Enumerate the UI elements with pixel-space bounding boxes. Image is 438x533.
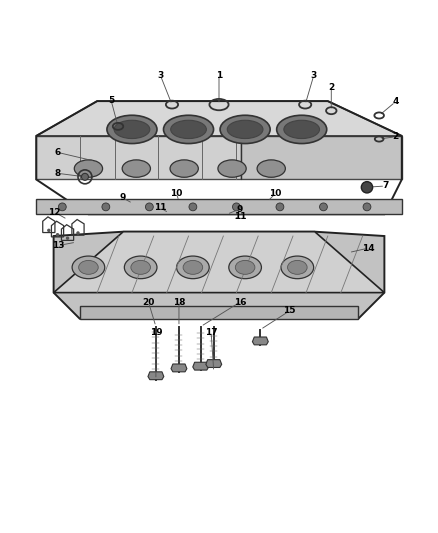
Polygon shape [206,360,222,367]
Text: 5: 5 [108,96,114,105]
Text: 13: 13 [52,241,64,250]
Polygon shape [148,372,164,379]
Circle shape [56,233,59,237]
Ellipse shape [177,256,209,279]
Text: 16: 16 [233,298,246,306]
Circle shape [189,203,197,211]
Ellipse shape [170,160,198,177]
Circle shape [76,231,80,235]
Text: 2: 2 [328,83,334,92]
Circle shape [47,229,50,232]
Ellipse shape [163,115,214,143]
Polygon shape [36,136,241,180]
Circle shape [276,203,284,211]
Ellipse shape [131,261,150,274]
Ellipse shape [284,120,320,139]
Circle shape [361,182,373,193]
Circle shape [66,237,69,240]
Ellipse shape [171,120,206,139]
Text: 17: 17 [205,328,218,337]
Text: 1: 1 [216,70,222,79]
Ellipse shape [122,160,150,177]
Ellipse shape [72,256,105,279]
Polygon shape [36,101,402,136]
Ellipse shape [235,261,255,274]
Text: 12: 12 [48,207,61,216]
Text: 14: 14 [361,244,374,253]
Ellipse shape [79,261,98,274]
Circle shape [320,203,327,211]
Ellipse shape [220,115,270,143]
Text: 9: 9 [237,205,243,214]
Circle shape [363,203,371,211]
Polygon shape [171,364,187,372]
Ellipse shape [257,160,286,177]
Text: 9: 9 [119,193,126,202]
Ellipse shape [227,120,263,139]
Ellipse shape [74,160,102,177]
Ellipse shape [107,115,157,143]
Text: 3: 3 [311,70,317,79]
Text: 11: 11 [233,212,246,221]
Text: 10: 10 [269,189,282,198]
Circle shape [58,203,66,211]
Ellipse shape [124,256,157,279]
Polygon shape [241,136,402,180]
Text: 2: 2 [392,132,399,141]
Text: 19: 19 [150,328,162,337]
Text: 10: 10 [170,189,183,198]
Polygon shape [193,362,208,370]
Circle shape [102,203,110,211]
Text: 3: 3 [157,70,163,79]
Text: 20: 20 [142,298,155,306]
Ellipse shape [281,256,314,279]
Text: 15: 15 [283,306,296,316]
Text: 6: 6 [55,148,61,157]
Text: 11: 11 [154,203,166,212]
Polygon shape [53,232,385,293]
Ellipse shape [114,120,150,139]
Ellipse shape [229,256,261,279]
Text: 18: 18 [173,298,185,306]
Polygon shape [36,199,402,214]
Text: 8: 8 [55,169,61,178]
Circle shape [145,203,153,211]
Ellipse shape [288,261,307,274]
Text: 4: 4 [392,98,399,107]
Polygon shape [252,337,268,345]
Text: 7: 7 [382,181,389,190]
Circle shape [81,173,88,180]
Polygon shape [80,305,358,319]
Circle shape [233,203,240,211]
Polygon shape [53,232,385,319]
Ellipse shape [218,160,246,177]
Ellipse shape [277,115,327,143]
Ellipse shape [183,261,203,274]
